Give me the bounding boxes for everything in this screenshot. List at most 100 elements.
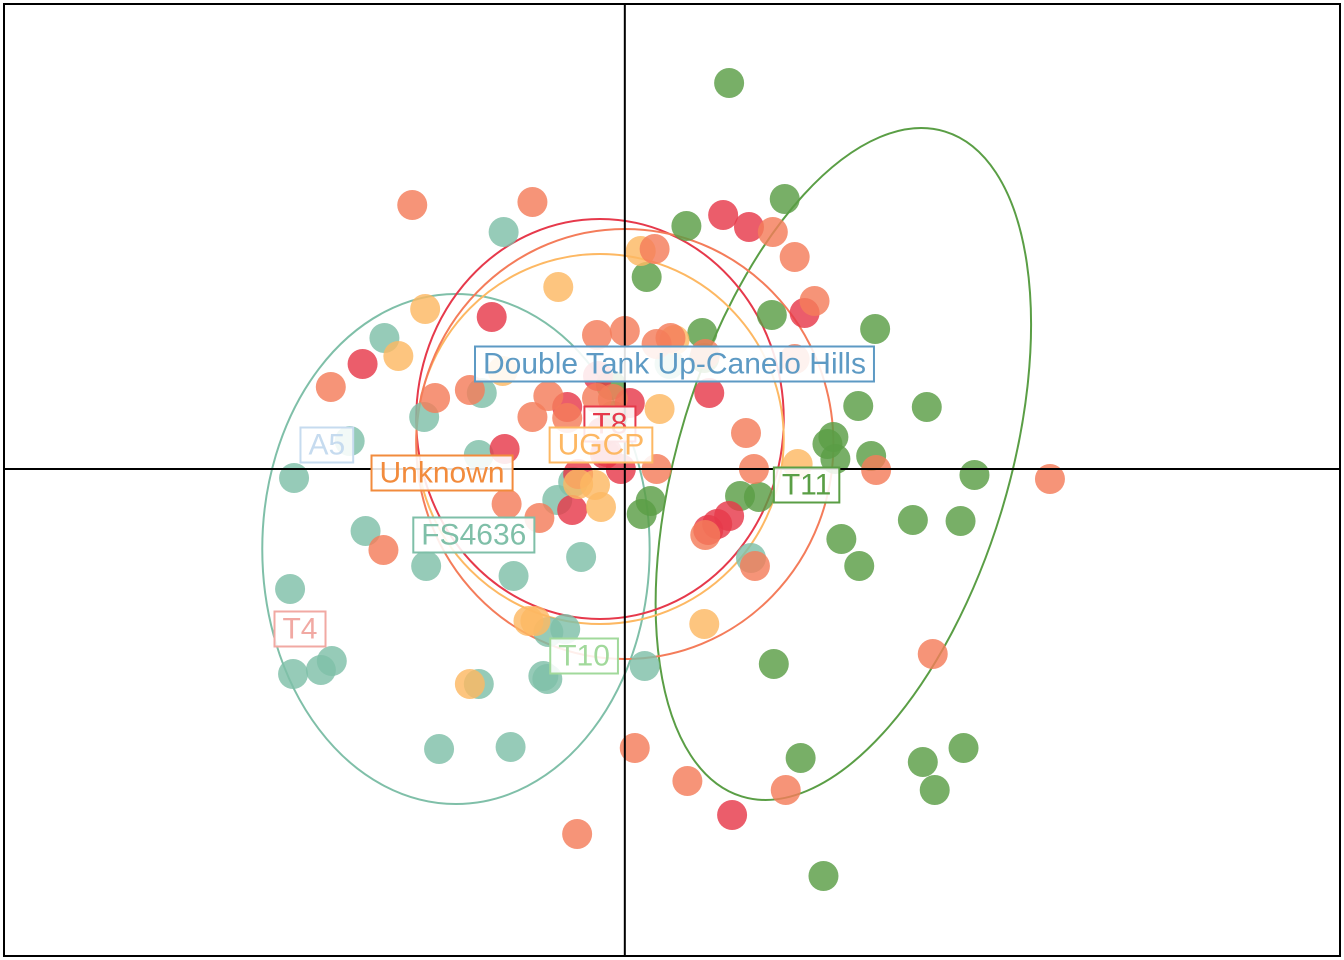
data-point [347, 349, 378, 379]
data-point [563, 469, 594, 499]
data-point [397, 190, 428, 220]
data-point [488, 217, 519, 247]
data-point [689, 609, 720, 639]
data-point [491, 489, 522, 519]
group-label: FS4636 [412, 516, 536, 554]
data-point [779, 242, 810, 272]
group-label-box [549, 637, 619, 675]
group-label-box [473, 345, 875, 383]
data-point [826, 524, 857, 554]
data-point [731, 418, 762, 448]
data-point [566, 542, 597, 572]
group-label-box [370, 454, 514, 492]
data-point [279, 463, 310, 493]
group-label: T11 [772, 466, 841, 504]
data-point [533, 381, 564, 411]
data-point [410, 294, 441, 324]
group-label-text: T4 [282, 613, 317, 646]
data-point [769, 184, 800, 214]
group-label-text: Double Tank Up-Canelo Hills [483, 348, 866, 381]
data-point [454, 669, 485, 699]
data-point [945, 506, 976, 536]
group-label: Unknown [370, 454, 514, 492]
data-point [717, 800, 748, 830]
data-point [672, 766, 703, 796]
data-point [476, 302, 507, 332]
data-point [799, 286, 830, 316]
data-point [694, 378, 725, 408]
data-point [959, 460, 990, 490]
group-label-box [273, 610, 327, 648]
data-point [907, 747, 938, 777]
data-point [383, 341, 414, 371]
data-point [368, 535, 399, 565]
data-point [626, 499, 657, 529]
data-point [315, 372, 346, 402]
group-label-box [299, 426, 355, 464]
group-label: A5 [299, 426, 355, 464]
group-label-text: FS4636 [421, 519, 526, 552]
data-point [714, 68, 745, 98]
data-point [733, 212, 764, 242]
plot-frame [3, 3, 1341, 957]
data-point [860, 314, 891, 344]
data-point [897, 505, 928, 535]
group-label-box [548, 426, 654, 464]
group-label-box [772, 466, 841, 504]
data-point [708, 200, 739, 230]
data-point [275, 574, 306, 604]
data-point [552, 403, 583, 433]
data-point [644, 394, 675, 424]
data-point [739, 551, 770, 581]
data-point [818, 422, 849, 452]
data-point [757, 217, 788, 247]
data-point [495, 732, 526, 762]
data-point [278, 659, 309, 689]
data-point [808, 861, 839, 891]
data-point [756, 300, 787, 330]
group-label: UGCP [548, 426, 654, 464]
group-label-box [412, 516, 536, 554]
data-point [557, 495, 588, 525]
data-point [639, 234, 670, 264]
data-point [305, 655, 336, 685]
axis-lines [4, 4, 1340, 956]
data-point [582, 320, 613, 350]
group-label-text: Unknown [380, 457, 505, 490]
data-point [562, 819, 593, 849]
data-point [911, 392, 942, 422]
label-layer: Double Tank Up-Canelo HillsT8UGCPA5Unkno… [273, 345, 875, 675]
data-point [619, 733, 650, 763]
data-point [517, 402, 548, 432]
group-label-text: T10 [558, 640, 610, 673]
data-point [743, 482, 774, 512]
confidence-ellipse [654, 127, 1033, 801]
data-point [758, 649, 789, 679]
data-point [517, 187, 548, 217]
data-point [498, 561, 529, 591]
data-point [420, 383, 451, 413]
data-point [690, 520, 721, 550]
data-point [1034, 464, 1065, 494]
data-point [543, 272, 574, 302]
data-point [843, 391, 874, 421]
data-point [919, 775, 950, 805]
group-label: T4 [273, 610, 327, 648]
data-point [411, 551, 442, 581]
group-label: Double Tank Up-Canelo Hills [473, 345, 875, 383]
data-point [631, 262, 662, 292]
data-point [917, 639, 948, 669]
data-point [671, 211, 702, 241]
group-label: T10 [549, 637, 619, 675]
data-point [785, 743, 816, 773]
data-point [520, 606, 551, 636]
data-point [585, 492, 616, 522]
data-point [629, 651, 660, 681]
data-point [770, 775, 801, 805]
group-label-text: T11 [782, 469, 831, 502]
data-point [844, 551, 875, 581]
group-label-text: A5 [308, 429, 345, 462]
group-label-text: UGCP [558, 429, 645, 462]
data-point [424, 734, 455, 764]
